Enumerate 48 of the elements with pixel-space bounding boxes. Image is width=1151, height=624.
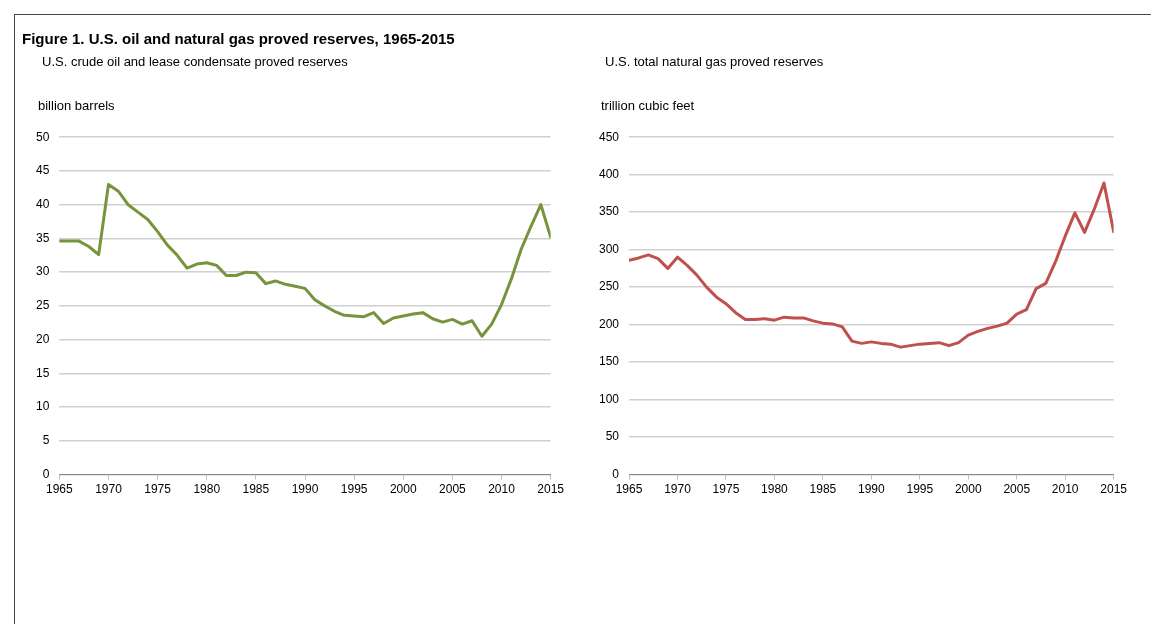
y-tick-label: 0 — [612, 466, 620, 481]
x-tick-label: 1970 — [664, 482, 692, 497]
x-tick-label: 1970 — [95, 482, 123, 497]
x-tick-label: 1980 — [761, 482, 789, 497]
y-axis-title: trillion cubic feet — [600, 98, 696, 115]
y-tick-label: 150 — [598, 354, 620, 369]
y-tick-label: 10 — [35, 399, 50, 414]
x-tick-label: 1995 — [340, 482, 368, 497]
x-tick-label: 2010 — [488, 482, 516, 497]
x-tick-label: 1995 — [906, 482, 934, 497]
y-tick-label: 50 — [35, 129, 50, 144]
y-tick-label: 15 — [35, 365, 50, 380]
x-tick-label: 1975 — [712, 482, 740, 497]
x-tick-label: 1980 — [193, 482, 221, 497]
x-tick-label: 2000 — [389, 482, 417, 497]
y-tick-label: 20 — [35, 331, 50, 346]
y-tick-label: 200 — [598, 316, 620, 331]
y-tick-label: 45 — [35, 163, 50, 178]
y-tick-label: 400 — [598, 167, 620, 181]
y-tick-label: 450 — [598, 129, 620, 144]
y-tick-label: 50 — [605, 429, 620, 444]
x-tick-label: 2000 — [954, 482, 982, 497]
x-tick-label: 1990 — [291, 482, 319, 497]
x-tick-label: 1985 — [242, 482, 270, 497]
x-tick-label: 2010 — [1051, 482, 1079, 497]
x-tick-label: 2015 — [537, 482, 565, 497]
y-tick-label: 30 — [35, 264, 50, 279]
y-tick-label: 300 — [598, 241, 620, 256]
x-tick-label: 2015 — [1100, 482, 1128, 497]
x-tick-label: 1965 — [615, 482, 643, 497]
y-axis-title: billion barrels — [37, 98, 116, 115]
x-tick-label: 1985 — [809, 482, 837, 497]
x-tick-label: 2005 — [1003, 482, 1031, 497]
x-tick-label: 1965 — [46, 482, 74, 497]
x-tick-label: 1990 — [857, 482, 886, 497]
y-tick-label: 100 — [598, 391, 620, 406]
chart-subtitle: U.S. crude oil and lease condensate proved reserves — [41, 54, 349, 71]
y-tick-label: 5 — [42, 433, 50, 448]
y-tick-label: 40 — [35, 196, 50, 211]
y-tick-label: 350 — [598, 204, 620, 219]
chart-title: Figure 1. U.S. oil and natural gas proved reserves, 1965-2015 — [22, 30, 456, 49]
chart-subtitle: U.S. total natural gas proved reserves — [604, 54, 825, 71]
x-tick-label: 1975 — [144, 482, 172, 497]
y-tick-label: 250 — [598, 279, 620, 294]
y-tick-label: 25 — [35, 298, 50, 313]
y-tick-label: 0 — [42, 466, 50, 481]
x-tick-label: 2005 — [439, 482, 467, 497]
y-tick-label: 35 — [35, 230, 50, 245]
